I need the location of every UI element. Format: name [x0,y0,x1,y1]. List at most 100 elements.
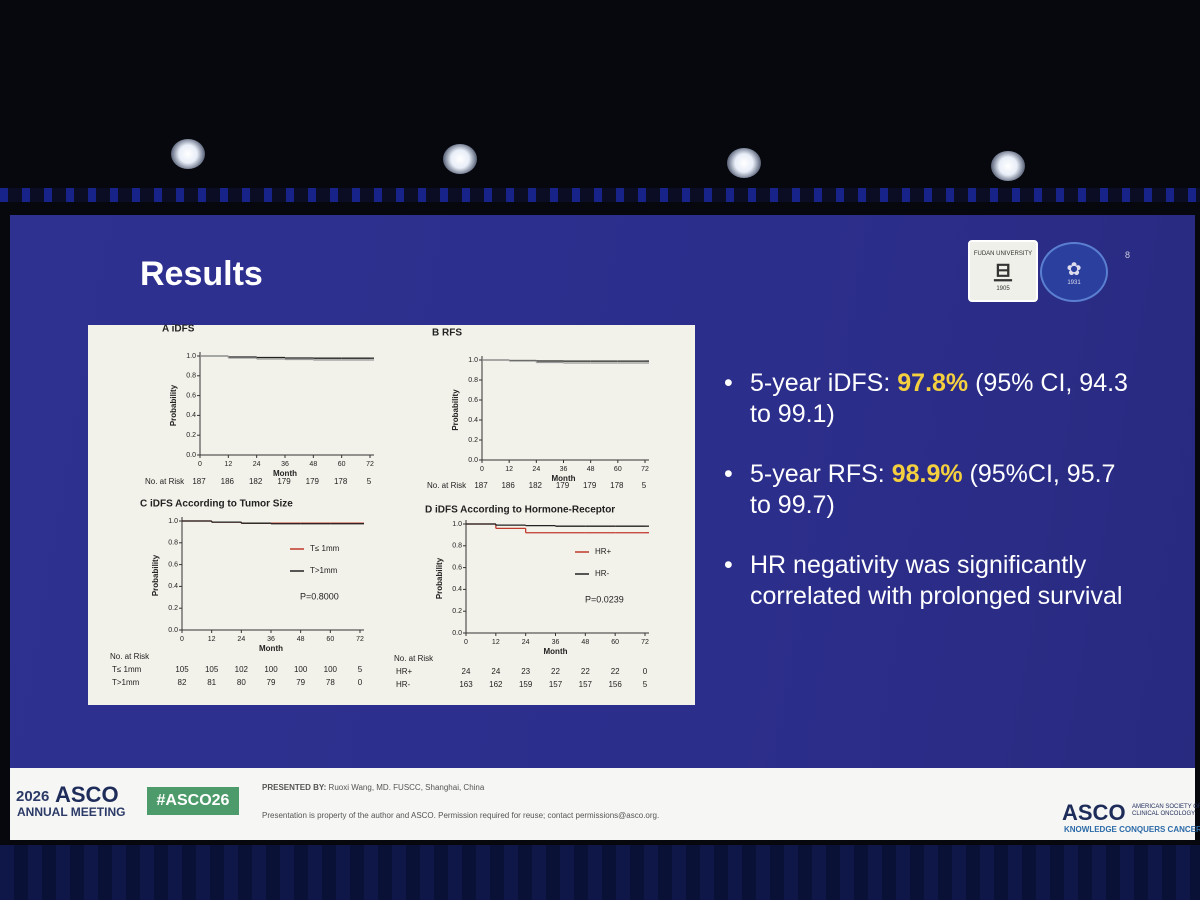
y-tick-label: 0.2 [468,437,478,444]
led-strip [0,188,1200,202]
bullet-list: 5-year iDFS: 97.8% (95% CI, 94.3 to 99.1… [722,368,1142,641]
risk-count: 182 [249,477,263,486]
p-value: P=0.8000 [300,591,339,601]
risk-count: 105 [175,665,189,674]
risk-count: 0 [643,667,648,676]
risk-count: 23 [521,667,530,676]
bullet-text: 5-year iDFS: [750,369,898,397]
risk-count: 179 [556,481,570,490]
x-tick-label: 0 [464,639,468,646]
y-tick-label: 0.4 [186,412,196,419]
y-tick-label: 0.0 [168,627,178,634]
risk-count: 162 [489,680,503,689]
risk-count: 78 [326,678,335,687]
presented-by-label: PRESENTED BY: [262,783,327,792]
risk-count: 5 [367,477,372,486]
risk-row-label: T≤ 1mm [112,665,142,674]
hospital-logo: ✿ 1931 [1040,242,1108,302]
slide-title: Results [140,255,263,293]
y-axis-label: Probability [169,384,178,426]
y-tick-label: 1.0 [186,353,196,360]
bullet: 5-year RFS: 98.9% (95%CI, 95.7 to 99.7) [722,459,1142,521]
risk-count: 187 [474,481,488,490]
risk-count: 187 [192,477,206,486]
stage-light [727,148,761,178]
bullet-highlight: 98.9% [891,460,963,488]
logo-year: 1931 [1067,279,1081,286]
x-axis-label: Month [259,644,283,653]
y-tick-label: 0.8 [468,377,478,384]
y-tick-label: 0.0 [186,452,196,459]
y-tick-label: 0.4 [452,586,462,593]
x-tick-label: 0 [198,461,202,468]
x-tick-label: 24 [532,466,540,473]
bullet-text: 5-year RFS: [750,460,892,488]
meeting-name: ASCO [55,782,119,807]
x-tick-label: 12 [208,636,216,643]
x-tick-label: 12 [505,466,513,473]
x-tick-label: 48 [309,461,317,468]
risk-count: 5 [358,665,363,674]
chart-title: C iDFS According to Tumor Size [140,499,293,510]
chart-background [88,325,695,705]
x-tick-label: 48 [581,639,589,646]
x-tick-label: 72 [641,466,649,473]
bullet-text: (95% CI, 94.3 to 99.1) [750,369,1128,428]
risk-label: No. at Risk [110,652,150,661]
risk-count: 22 [581,667,590,676]
logo-mark: 旦 [993,262,1013,285]
risk-count: 81 [207,678,216,687]
x-tick-label: 24 [237,636,245,643]
x-tick-label: 36 [281,461,289,468]
bullet-highlight: 97.8% [897,369,969,397]
y-axis-label: Probability [451,389,460,431]
risk-count: 5 [642,481,647,490]
x-tick-label: 0 [180,636,184,643]
hashtag: #ASCO26 [147,787,239,815]
chart-title: A iDFS [162,324,195,335]
y-tick-label: 0.8 [452,543,462,550]
risk-count: 163 [459,680,473,689]
risk-count: 186 [501,481,515,490]
university-logo: FUDAN UNIVERSITY 旦 1905 [968,240,1038,302]
risk-count: 178 [610,481,624,490]
risk-count: 22 [551,667,560,676]
y-tick-label: 1.0 [452,521,462,528]
risk-label: No. at Risk [394,654,434,663]
logo-mark: ✿ [1066,258,1082,279]
y-axis-label: Probability [151,554,160,596]
org-full-name: AMERICAN SOCIETY OF CLINICAL ONCOLOGY [1132,804,1200,817]
risk-count: 22 [611,667,620,676]
risk-count: 179 [277,477,291,486]
x-tick-label: 60 [614,466,622,473]
x-tick-label: 36 [560,466,568,473]
stage-light [443,144,477,174]
risk-count: 105 [205,665,219,674]
risk-label: No. at Risk [427,481,467,490]
x-axis-label: Month [552,474,576,483]
risk-count: 0 [358,678,363,687]
x-tick-label: 60 [611,639,619,646]
risk-label: No. at Risk [145,477,185,486]
y-tick-label: 0.2 [186,432,196,439]
x-tick-label: 48 [587,466,595,473]
y-tick-label: 1.0 [168,518,178,525]
org-logo: ASCO [1062,800,1126,825]
x-tick-label: 72 [366,461,374,468]
risk-count: 79 [296,678,305,687]
y-tick-label: 0.6 [452,564,462,571]
risk-count: 24 [462,667,471,676]
legend-label: HR- [595,569,610,578]
logo-year: 1905 [996,285,1010,292]
risk-count: 100 [294,665,308,674]
risk-count: 102 [235,665,249,674]
presenter: Ruoxi Wang, MD. FUSCC, Shanghai, China [328,783,485,792]
page-number: 8 [1125,250,1131,260]
stage-light [991,151,1025,181]
y-axis-label: Probability [435,557,444,599]
legend-label: T>1mm [310,566,338,575]
meeting-sub: ANNUAL MEETING [17,805,126,819]
stage-light [171,139,205,169]
